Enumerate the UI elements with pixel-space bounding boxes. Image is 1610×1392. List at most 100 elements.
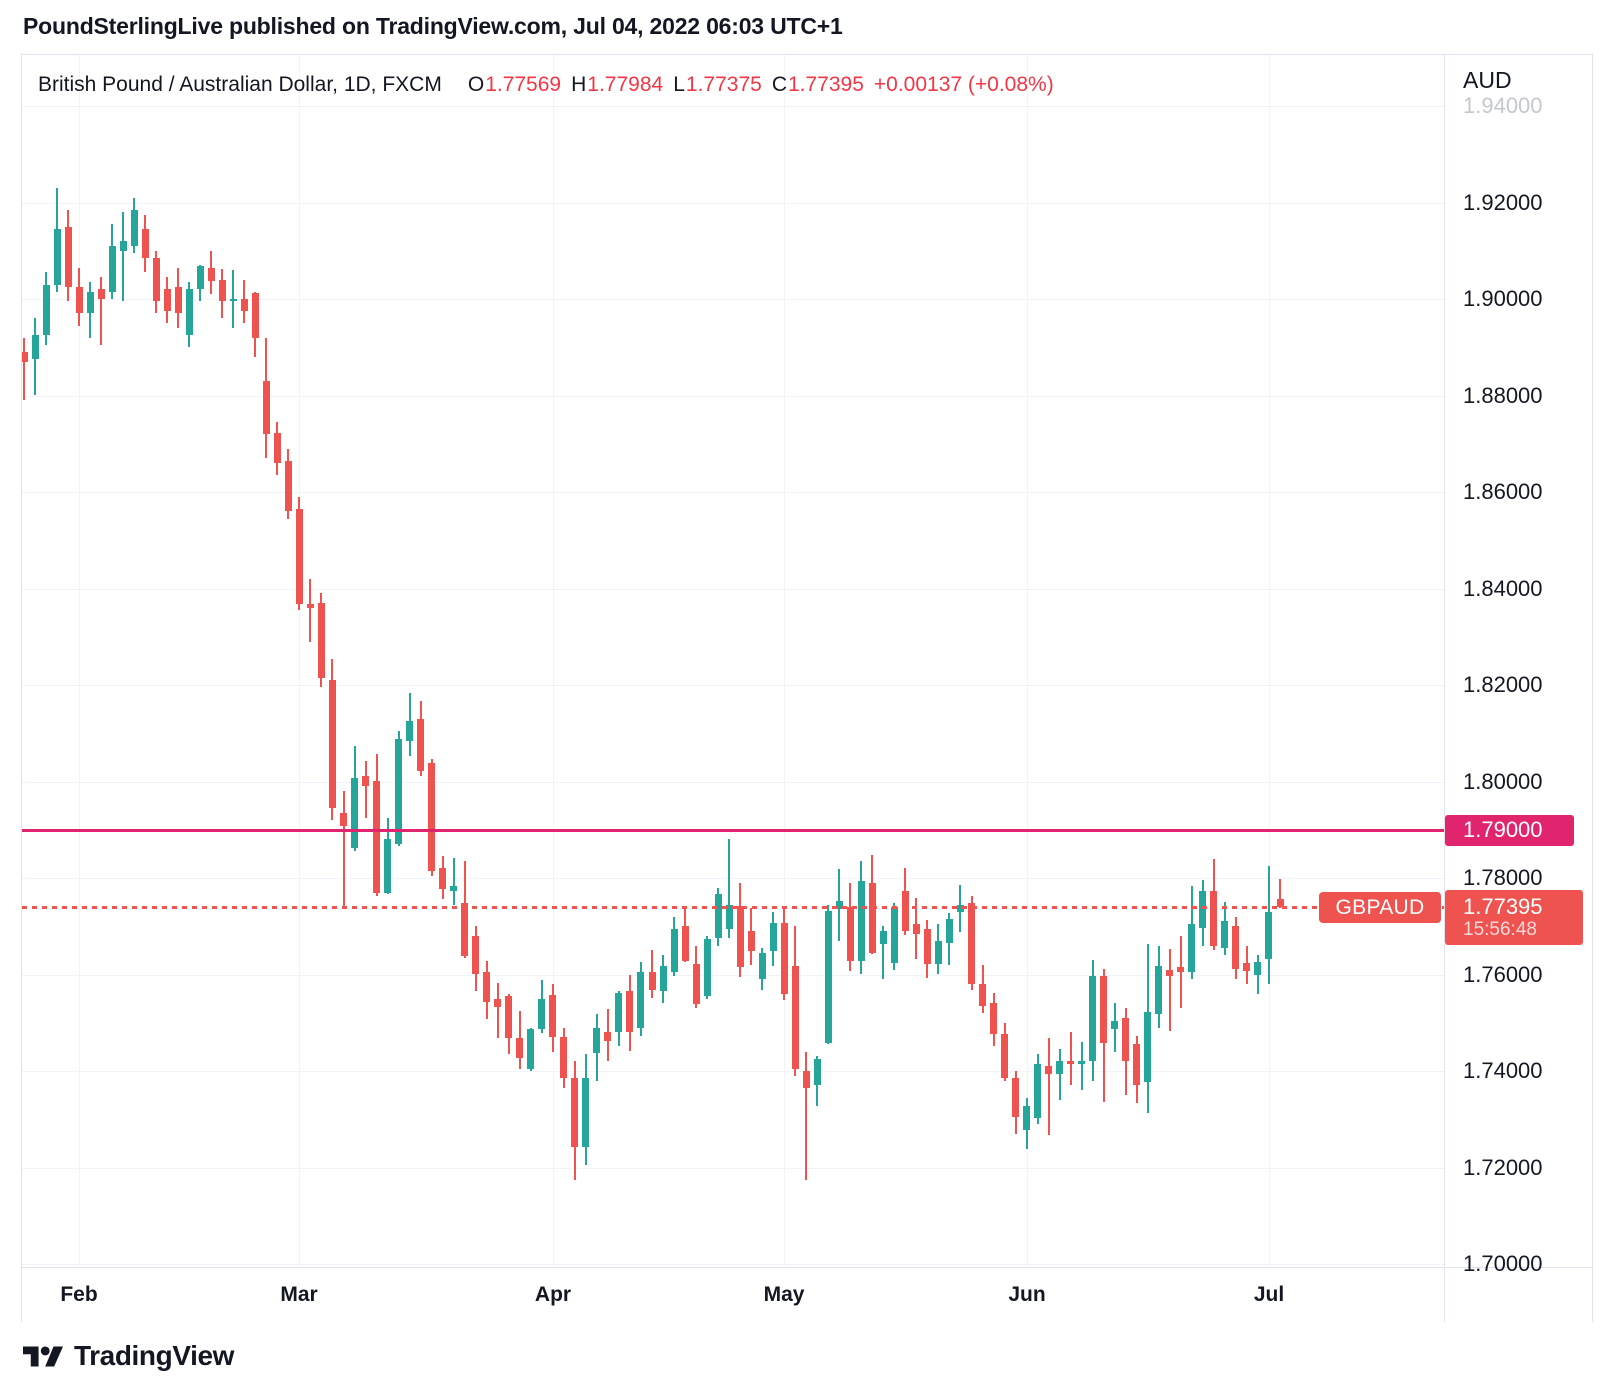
price-plot[interactable]: British Pound / Australian Dollar, 1D, F…: [22, 55, 1445, 1266]
candle-body: [351, 777, 359, 849]
candle-body: [340, 812, 347, 826]
close-label: C: [771, 73, 787, 96]
month-label: May: [763, 1283, 805, 1306]
gridline-h: [22, 1167, 1444, 1169]
candle-body: [912, 924, 920, 935]
candle-body: [141, 229, 149, 258]
currency-label: AUD: [1463, 67, 1518, 96]
candle-body: [362, 776, 370, 787]
chart-legend: British Pound / Australian Dollar, 1D, F…: [38, 73, 1054, 97]
candle-body: [1045, 1066, 1053, 1075]
candle-body: [538, 998, 546, 1030]
candle-body: [1078, 1060, 1086, 1064]
price-tick-label: 1.86000: [1463, 479, 1543, 504]
time-axis[interactable]: Feb Mar Apr May Jun Jul: [22, 1267, 1592, 1322]
gridline-v: [553, 55, 554, 1266]
candle-body: [284, 461, 292, 512]
candle-body: [229, 299, 237, 301]
candle-wick: [452, 858, 455, 905]
candle-body: [1012, 1078, 1020, 1117]
close-value: 1.77395: [787, 73, 864, 96]
low-value: 1.77375: [685, 73, 762, 96]
candle-wick: [496, 983, 499, 1039]
candle-body: [527, 1029, 535, 1070]
candle-body: [240, 299, 248, 312]
candle-body: [1001, 1034, 1009, 1079]
candle-body: [516, 1038, 524, 1058]
candle-body: [868, 882, 876, 953]
candle-body: [1199, 891, 1207, 928]
candle-wick: [23, 337, 25, 401]
candle-body: [1232, 926, 1240, 969]
tradingview-wordmark: TradingView: [74, 1340, 235, 1371]
candle-body: [1276, 898, 1284, 908]
candle-body: [439, 867, 447, 890]
month-label: Jul: [1253, 1283, 1285, 1306]
candle-body: [1089, 975, 1097, 1061]
change-value: +0.00137 (+0.08%): [873, 73, 1054, 96]
candle-body: [670, 928, 678, 972]
candle-body: [1122, 1017, 1130, 1061]
candle-wick: [364, 760, 367, 819]
high-value: 1.77984: [587, 73, 664, 96]
price-axis[interactable]: AUD 1.79000 1.77395 15:56:48 1.92000 1.90…: [1445, 55, 1592, 1276]
candle-body: [1265, 912, 1273, 960]
candle-body: [890, 906, 898, 963]
gridline-h: [22, 878, 1444, 879]
candle-body: [395, 739, 403, 845]
candle-wick: [882, 926, 885, 980]
candle-body: [692, 964, 700, 1005]
candle-body: [879, 931, 887, 945]
candle-body: [428, 762, 436, 871]
candle-body: [681, 926, 689, 962]
candle-body: [791, 966, 799, 1069]
candle-body: [207, 267, 215, 282]
symbol-price-flag[interactable]: GBPAUD: [1319, 892, 1441, 924]
high-label: H: [571, 73, 587, 96]
candle-body: [1210, 891, 1218, 947]
month-label: Jun: [1008, 1283, 1046, 1306]
attribution-header: PoundSterlingLive published on TradingVi…: [23, 13, 843, 39]
candle-wick: [1080, 1042, 1083, 1091]
candle-body: [1221, 920, 1229, 948]
candle-body: [1133, 1044, 1141, 1085]
price-tick-label: 1.88000: [1463, 382, 1543, 408]
price-tick-label: 1.74000: [1463, 1058, 1543, 1083]
candle-body: [968, 903, 975, 985]
candle-body: [108, 245, 116, 292]
candle-body: [1144, 1011, 1152, 1082]
current-price-badge: 1.77395 15:56:48: [1445, 890, 1583, 946]
gridline-h: [22, 1071, 1444, 1072]
candle-body: [1056, 1060, 1064, 1075]
candle-body: [494, 998, 502, 1007]
candle-body: [945, 919, 953, 943]
candle-body: [42, 284, 50, 336]
price-tick-label-faded: 1.94000: [1463, 93, 1543, 118]
candle-body: [328, 680, 336, 809]
candle-body: [990, 1003, 998, 1035]
level-price-badge[interactable]: 1.79000: [1445, 814, 1574, 846]
candle-wick: [728, 839, 731, 939]
horizontal-level-line[interactable]: [22, 828, 1444, 832]
candle-body: [262, 381, 270, 435]
current-price-value: 1.77395: [1463, 894, 1543, 920]
candle-wick: [342, 791, 345, 908]
gridline-h: [22, 106, 1444, 107]
gridline-v: [1027, 55, 1028, 1266]
candle-body: [130, 209, 138, 246]
gridline-h: [22, 492, 1444, 493]
candle-body: [659, 966, 667, 992]
candle-body: [119, 241, 127, 251]
candle-body: [174, 286, 182, 314]
candle-wick: [1168, 949, 1171, 1032]
candle-body: [97, 289, 105, 299]
gridline-h: [22, 588, 1444, 590]
candle-body: [218, 279, 226, 301]
candle-body: [450, 886, 458, 891]
candle-body: [780, 923, 788, 994]
symbol-title: British Pound / Australian Dollar, 1D, F…: [38, 73, 442, 96]
candle-wick: [122, 212, 125, 302]
price-tick-label: 1.76000: [1463, 961, 1543, 987]
candle-body: [417, 719, 425, 771]
candle-body: [163, 289, 171, 312]
